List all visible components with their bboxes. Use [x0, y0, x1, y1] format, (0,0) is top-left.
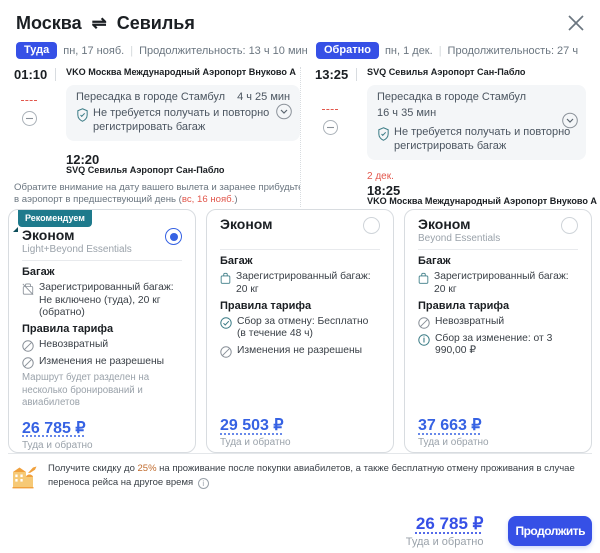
- svg-text:i: i: [423, 335, 425, 344]
